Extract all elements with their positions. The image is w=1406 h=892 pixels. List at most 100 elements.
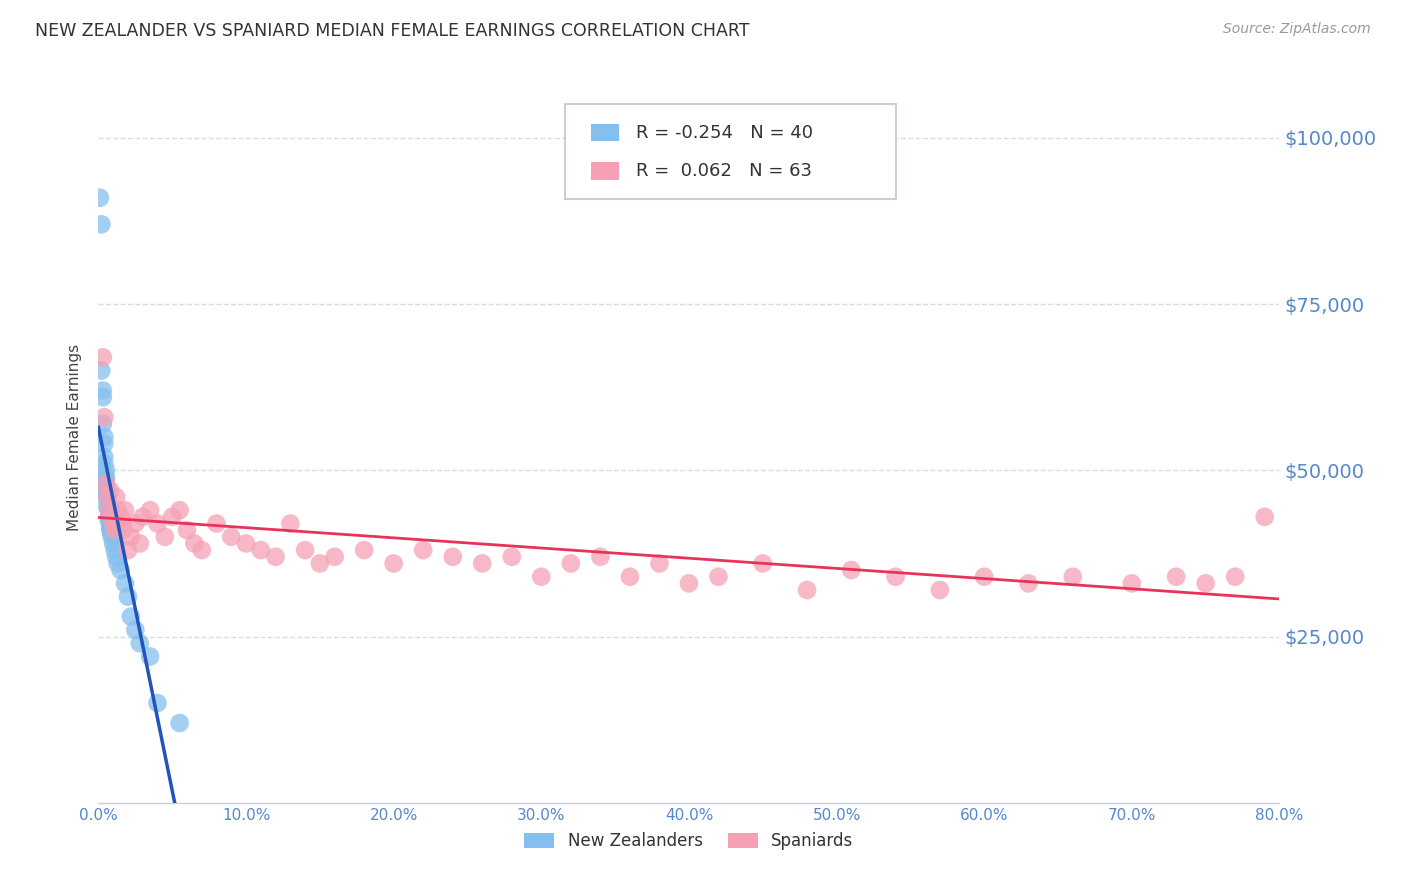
Point (93, 410, 115, 425)
Legend: New Zealanders, Spaniards: New Zealanders, Spaniards (517, 825, 860, 856)
Point (382, 557, 405, 571)
Point (100, 526, 122, 541)
Point (128, 536, 150, 550)
Point (132, 509, 155, 524)
Point (1195, 576, 1218, 591)
Point (98, 516, 121, 531)
Point (589, 549, 612, 564)
Point (110, 509, 132, 524)
Point (1062, 570, 1084, 584)
Point (176, 523, 198, 537)
Point (117, 543, 139, 558)
Point (94, 473, 117, 487)
Point (98, 523, 121, 537)
Point (94, 463, 117, 477)
Point (619, 570, 641, 584)
Point (412, 543, 434, 558)
Point (94, 476, 117, 491)
Point (120, 609, 142, 624)
Point (91, 417, 114, 431)
Point (884, 570, 907, 584)
FancyBboxPatch shape (591, 162, 619, 180)
Point (205, 516, 228, 531)
Point (678, 576, 700, 591)
Point (94, 470, 117, 484)
Point (105, 549, 128, 564)
Point (96, 483, 118, 498)
Point (309, 557, 332, 571)
Point (97, 503, 120, 517)
Point (93, 457, 115, 471)
FancyBboxPatch shape (591, 124, 619, 141)
Point (103, 516, 125, 531)
Point (90, 363, 112, 377)
Point (117, 590, 139, 604)
Point (353, 543, 375, 558)
Text: R =  0.062   N = 63: R = 0.062 N = 63 (636, 162, 811, 180)
Point (91, 351, 114, 365)
Text: Source: ZipAtlas.com: Source: ZipAtlas.com (1223, 22, 1371, 37)
Point (280, 516, 302, 531)
Point (530, 570, 553, 584)
Point (929, 582, 952, 597)
Point (162, 509, 183, 524)
Point (96, 490, 118, 504)
Point (124, 623, 146, 637)
Point (648, 557, 671, 571)
Point (169, 716, 191, 731)
Point (1225, 570, 1247, 584)
Point (191, 543, 214, 558)
Point (139, 503, 162, 517)
Point (235, 536, 257, 550)
Point (93, 436, 115, 450)
Point (94, 476, 117, 491)
Point (1166, 570, 1188, 584)
Point (110, 563, 132, 577)
Point (707, 570, 730, 584)
Point (146, 696, 169, 710)
Point (89, 191, 111, 205)
Point (139, 649, 162, 664)
Point (114, 576, 136, 591)
Point (107, 503, 129, 517)
Point (841, 563, 863, 577)
Point (90, 217, 112, 231)
Point (96, 500, 118, 514)
Point (501, 549, 523, 564)
Point (114, 503, 136, 517)
Text: R = -0.254   N = 40: R = -0.254 N = 40 (636, 123, 813, 142)
Point (104, 543, 127, 558)
Point (97, 513, 120, 527)
Point (100, 509, 122, 524)
Point (105, 490, 128, 504)
Point (441, 549, 464, 564)
Point (264, 549, 287, 564)
Point (94, 483, 117, 498)
Point (471, 557, 494, 571)
Point (91, 384, 114, 398)
Point (112, 523, 135, 537)
Point (1254, 509, 1277, 524)
Point (100, 530, 122, 544)
Point (183, 536, 205, 550)
Point (153, 530, 176, 544)
Point (250, 543, 273, 558)
Point (91, 390, 114, 404)
Point (124, 516, 146, 531)
Text: NEW ZEALANDER VS SPANIARD MEDIAN FEMALE EARNINGS CORRELATION CHART: NEW ZEALANDER VS SPANIARD MEDIAN FEMALE … (35, 22, 749, 40)
Y-axis label: Median Female Earnings: Median Female Earnings (67, 343, 83, 531)
Point (294, 543, 316, 558)
Point (128, 636, 150, 650)
Point (111, 516, 134, 531)
Point (107, 557, 129, 571)
Point (93, 450, 115, 464)
Point (1121, 576, 1143, 591)
Point (169, 503, 191, 517)
Point (796, 582, 818, 597)
Point (146, 516, 169, 531)
Point (103, 536, 125, 550)
Point (973, 570, 995, 584)
Point (98, 520, 121, 534)
Point (560, 557, 582, 571)
Point (96, 490, 118, 504)
